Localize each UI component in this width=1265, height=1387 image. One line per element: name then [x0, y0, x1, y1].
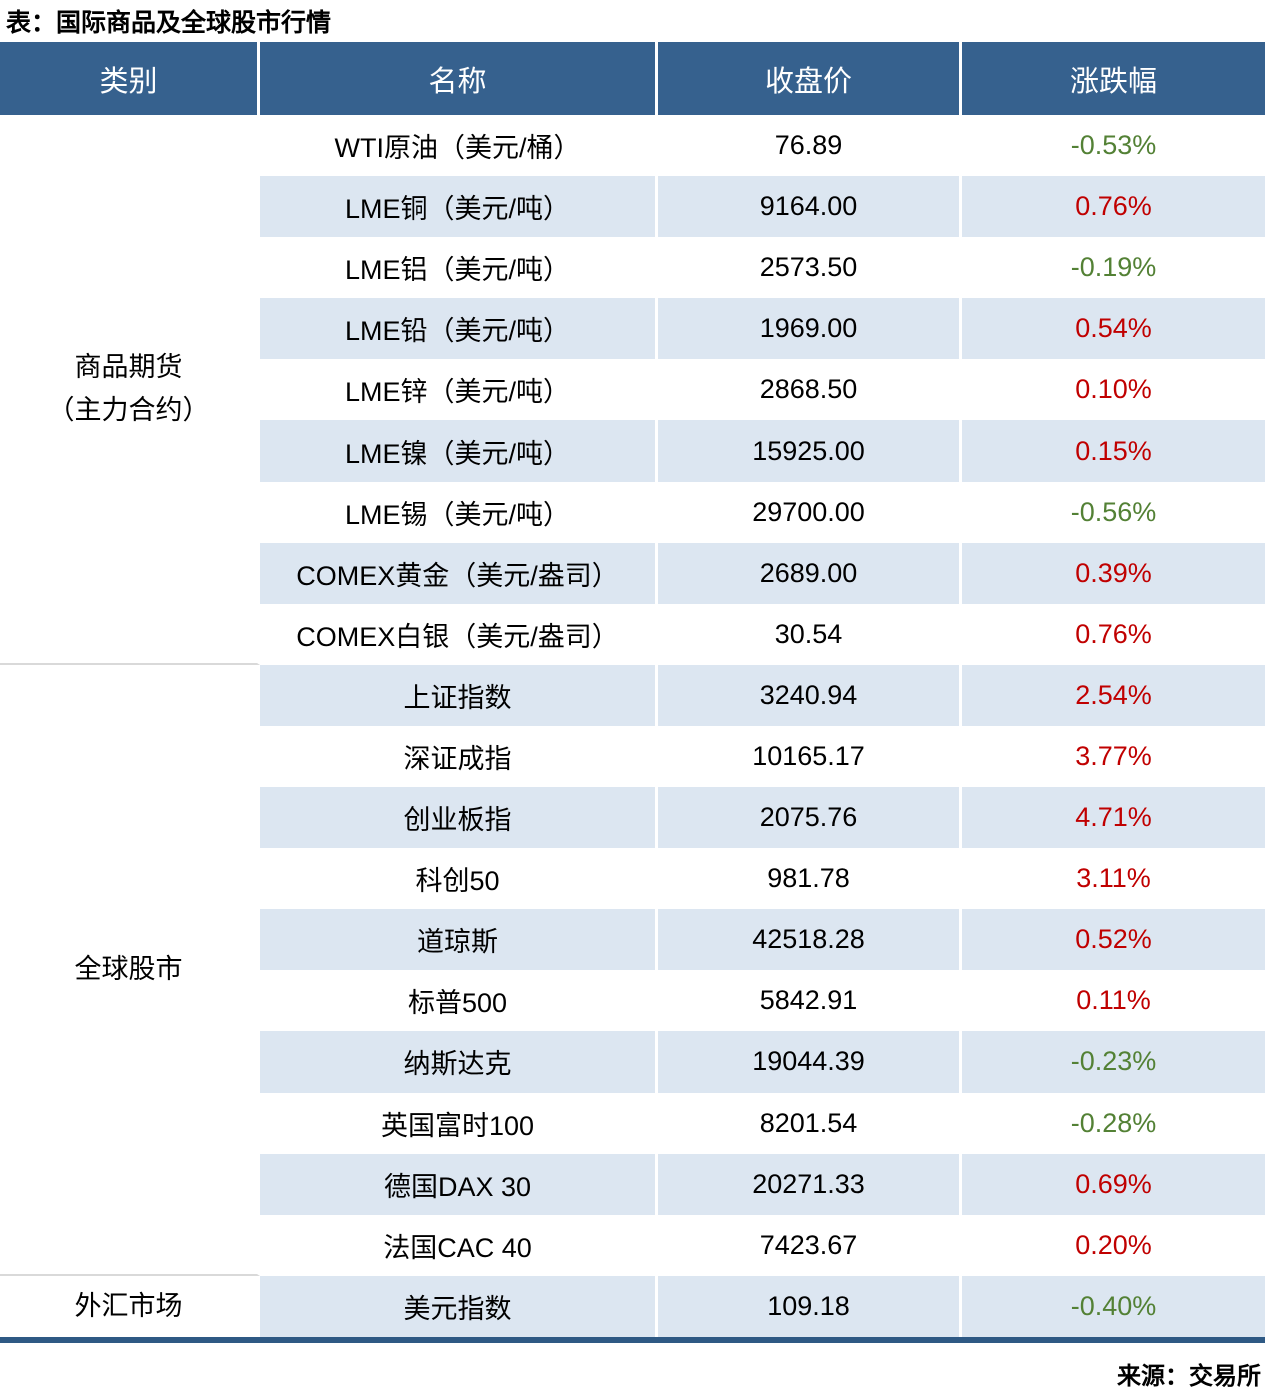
instrument-name: 创业板指: [260, 787, 658, 849]
header-cell-category: 类别: [0, 42, 260, 115]
close-price: 15925.00: [658, 420, 962, 482]
close-price: 10165.17: [658, 725, 962, 788]
change-percent: 0.10%: [962, 359, 1265, 421]
change-percent: 0.39%: [962, 542, 1265, 604]
change-percent: 0.20%: [962, 1214, 1265, 1276]
change-percent: -0.23%: [962, 1031, 1265, 1093]
change-percent: 3.77%: [962, 725, 1265, 788]
instrument-name: 纳斯达克: [260, 1031, 658, 1093]
close-price: 19044.39: [658, 1031, 962, 1093]
header-cell-close: 收盘价: [658, 42, 962, 115]
close-price: 8201.54: [658, 1092, 962, 1154]
change-percent: 0.54%: [962, 298, 1265, 360]
instrument-name: 法国CAC 40: [260, 1214, 658, 1276]
change-percent: 0.15%: [962, 420, 1265, 482]
instrument-name: 标普500: [260, 970, 658, 1032]
change-percent: 0.76%: [962, 176, 1265, 238]
category-cell: 外汇市场: [0, 1275, 260, 1337]
instrument-name: 科创50: [260, 848, 658, 910]
close-price: 2075.76: [658, 787, 962, 849]
change-percent: -0.28%: [962, 1092, 1265, 1154]
instrument-name: 德国DAX 30: [260, 1153, 658, 1215]
instrument-name: LME锌（美元/吨）: [260, 359, 658, 421]
category-label-line: （主力合约）: [47, 394, 210, 425]
change-percent: -0.53%: [962, 115, 1265, 177]
instrument-name: COMEX白银（美元/盎司）: [260, 603, 658, 665]
category-cell: 全球股市: [0, 664, 260, 1276]
change-percent: 0.11%: [962, 970, 1265, 1032]
change-percent: -0.40%: [962, 1275, 1265, 1337]
category-cell: 商品期货 （主力合约）: [0, 115, 260, 665]
instrument-name: LME镍（美元/吨）: [260, 420, 658, 482]
header-cell-name: 名称: [260, 42, 658, 115]
close-price: 76.89: [658, 115, 962, 177]
instrument-name: 道琼斯: [260, 909, 658, 971]
table-title: 表：国际商品及全球股市行情: [6, 9, 332, 37]
change-percent: 4.71%: [962, 787, 1265, 849]
instrument-name: 深证成指: [260, 725, 658, 788]
close-price: 2573.50: [658, 237, 962, 299]
change-percent: 0.76%: [962, 603, 1265, 665]
change-percent: 3.11%: [962, 848, 1265, 910]
close-price: 109.18: [658, 1275, 962, 1337]
close-price: 5842.91: [658, 970, 962, 1032]
category-label-line: 全球股市: [74, 953, 183, 984]
close-price: 2868.50: [658, 359, 962, 421]
category-label-line: 外汇市场: [74, 1290, 183, 1321]
change-percent: 0.69%: [962, 1153, 1265, 1215]
instrument-name: LME锡（美元/吨）: [260, 481, 658, 543]
close-price: 9164.00: [658, 176, 962, 238]
instrument-name: LME铅（美元/吨）: [260, 298, 658, 360]
market-table: 类别 名称 收盘价 涨跌幅 商品期货 （主力合约） WTI原油（美元/桶） 76.89…: [0, 42, 1265, 1343]
instrument-name: LME铝（美元/吨）: [260, 237, 658, 299]
close-price: 3240.94: [658, 664, 962, 726]
instrument-name: 英国富时100: [260, 1092, 658, 1154]
source-caption: 来源：交易所: [1117, 1362, 1261, 1387]
close-price: 42518.28: [658, 909, 962, 971]
change-percent: -0.19%: [962, 237, 1265, 299]
category-label-line: 商品期货: [74, 351, 183, 382]
change-percent: 2.54%: [962, 664, 1265, 726]
instrument-name: LME铜（美元/吨）: [260, 176, 658, 238]
change-percent: 0.52%: [962, 909, 1265, 971]
close-price: 7423.67: [658, 1214, 962, 1276]
instrument-name: WTI原油（美元/桶）: [260, 115, 658, 177]
change-percent: -0.56%: [962, 481, 1265, 543]
instrument-name: 美元指数: [260, 1275, 658, 1337]
close-price: 20271.33: [658, 1153, 962, 1215]
close-price: 29700.00: [658, 481, 962, 543]
close-price: 30.54: [658, 603, 962, 665]
instrument-name: COMEX黄金（美元/盎司）: [260, 542, 658, 604]
close-price: 1969.00: [658, 298, 962, 360]
close-price: 2689.00: [658, 542, 962, 604]
instrument-name: 上证指数: [260, 664, 658, 726]
header-cell-change: 涨跌幅: [962, 42, 1265, 115]
close-price: 981.78: [658, 848, 962, 910]
